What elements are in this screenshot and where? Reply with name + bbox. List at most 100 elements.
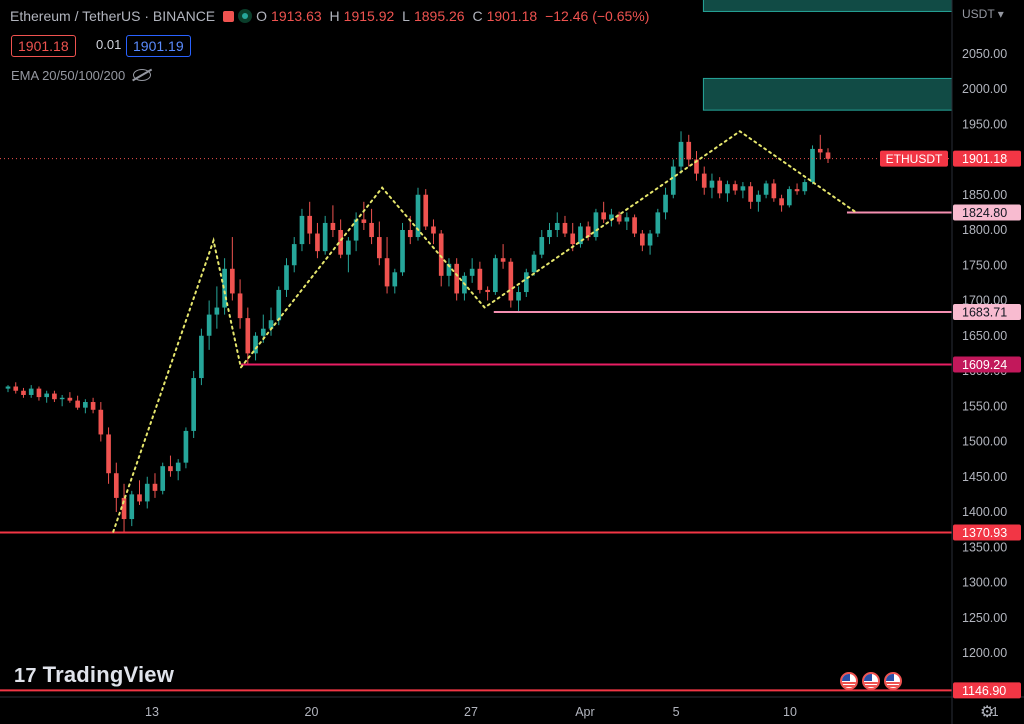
candle-body [268, 320, 274, 329]
low-value: 1895.26 [413, 8, 465, 24]
candle-body [825, 152, 831, 159]
candle-body [237, 293, 243, 319]
candle-body [230, 268, 235, 294]
candle-body [276, 289, 282, 321]
candle-body [493, 258, 498, 293]
pattern-line [112, 130, 858, 533]
candle-body [400, 230, 405, 273]
candle-body [199, 335, 204, 379]
market-status-icon[interactable] [238, 9, 253, 23]
us-event-flag-icon[interactable] [840, 672, 858, 690]
candle-body [469, 268, 475, 276]
candle-body [392, 272, 398, 287]
currency-label: USDT [962, 7, 995, 21]
candle-body [740, 186, 746, 191]
candle-body [168, 466, 173, 472]
high-value: 1915.92 [343, 8, 395, 24]
candle-body [315, 233, 320, 252]
candle-body [407, 230, 413, 238]
candle-body [701, 173, 707, 188]
symbol-title[interactable]: Ethereum / TetherUS · BINANCE [10, 8, 216, 24]
last-price-tag: 1901.18 [962, 152, 1007, 166]
candle-body [531, 254, 537, 273]
candle-body [44, 393, 49, 398]
candle-body [369, 222, 374, 238]
candle-body [539, 237, 545, 255]
level-price-tag-bg [953, 204, 1021, 221]
tradingview-logo: 17 TradingView [14, 662, 174, 688]
candle-body [59, 397, 65, 400]
candle-body [794, 189, 800, 192]
candle-body [423, 194, 429, 227]
open-label: O [256, 8, 268, 24]
y-tick-label: 1850.00 [962, 188, 1007, 202]
candle-body [183, 430, 189, 463]
supply-zone [702, 77, 953, 111]
candle-body [291, 244, 297, 266]
currency-selector[interactable]: USDT ▾ [962, 7, 1004, 21]
us-event-flag-icon[interactable] [862, 672, 880, 690]
candle-body [98, 409, 104, 435]
candle-body [206, 314, 212, 336]
candle-body [609, 214, 614, 220]
candle-body [13, 386, 19, 391]
close-label: C [472, 8, 483, 24]
candle-body [756, 194, 761, 202]
y-tick-label: 2050.00 [962, 47, 1007, 61]
candle-body [670, 166, 676, 195]
candle-body [121, 497, 127, 520]
y-tick-label: 1750.00 [962, 258, 1007, 272]
sell-price-button[interactable]: 1901.18 [11, 35, 76, 57]
candle-body [771, 183, 777, 199]
settings-gear-icon[interactable]: ⚙ [980, 704, 995, 721]
candle-body [21, 390, 26, 395]
buy-price-button[interactable]: 1901.19 [126, 35, 191, 57]
candle-body [415, 194, 421, 238]
y-tick-label: 2000.00 [962, 82, 1007, 96]
candle-body [361, 219, 367, 223]
candle-body [624, 217, 630, 222]
candle-body [500, 258, 506, 262]
candle-body [377, 237, 382, 259]
candle-body [787, 189, 792, 206]
candle-body [36, 388, 42, 398]
hide-eye-icon[interactable] [133, 69, 152, 81]
candle-body [284, 265, 289, 290]
candle-body [655, 212, 661, 234]
candle-body [554, 222, 560, 230]
indicator-legend[interactable]: EMA 20/50/100/200 [11, 68, 152, 83]
candle-body [5, 386, 11, 389]
indicator-label: EMA 20/50/100/200 [11, 68, 126, 83]
level-price-tag: 1824.80 [962, 206, 1007, 220]
candle-body [709, 180, 715, 188]
candle-body [431, 226, 436, 234]
candle-body [717, 180, 723, 194]
candle-body [52, 393, 57, 400]
candle-body [330, 222, 336, 230]
candle-body [175, 462, 181, 472]
candle-body [253, 335, 258, 354]
level-price-tag: 1370.93 [962, 526, 1007, 540]
candle-body [245, 318, 251, 354]
us-event-flag-icon[interactable] [884, 672, 902, 690]
y-tick-label: 1250.00 [962, 611, 1007, 625]
level-price-tag: 1609.24 [962, 358, 1007, 372]
candle-body [508, 261, 514, 301]
candle-body [191, 378, 196, 431]
candle-body [570, 233, 576, 245]
candle-body [307, 215, 313, 234]
y-tick-label: 1200.00 [962, 646, 1007, 660]
candle-body [779, 198, 784, 206]
candle-body [438, 233, 444, 276]
candle-body [144, 483, 150, 502]
candle-body [222, 268, 227, 308]
candle-body [725, 184, 730, 194]
alert-icon[interactable] [223, 11, 235, 22]
candle-body [152, 483, 158, 491]
candle-body [763, 183, 769, 195]
candle-body [322, 222, 328, 252]
candle-body [477, 268, 483, 290]
candle-body [260, 328, 266, 336]
